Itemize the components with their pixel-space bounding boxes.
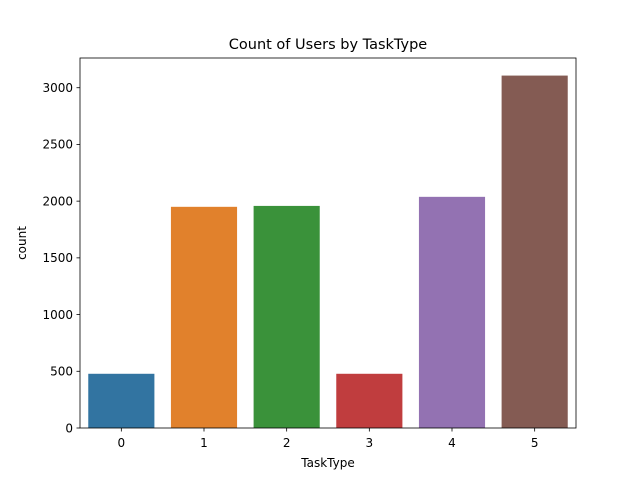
x-tick-label: 2: [283, 436, 291, 450]
x-tick-label: 1: [200, 436, 208, 450]
bar-tasktype-5: [501, 75, 568, 428]
y-axis-ticks: 0 500 1000 1500 2000 2500 3000: [42, 81, 80, 435]
bar-tasktype-0: [88, 373, 155, 428]
bar-tasktype-1: [170, 206, 238, 428]
y-tick-label: 1500: [42, 251, 73, 265]
y-axis-label: count: [15, 226, 29, 260]
bar-tasktype-2: [253, 205, 320, 428]
y-tick-label: 2500: [42, 138, 73, 152]
y-tick-label: 3000: [42, 81, 73, 95]
bar-tasktype-4: [418, 196, 486, 428]
x-tick-label: 4: [448, 436, 456, 450]
x-tick-label: 0: [118, 436, 126, 450]
chart-title: Count of Users by TaskType: [229, 37, 428, 53]
x-axis-ticks: 0 1 2 3 4 5: [118, 428, 539, 450]
axes-frame: [79, 57, 577, 429]
bar-tasktype-3: [336, 373, 403, 428]
y-tick-label: 1000: [42, 308, 73, 322]
bars-layer: [88, 75, 568, 428]
x-axis-label: TaskType: [300, 456, 354, 470]
x-tick-label: 3: [366, 436, 374, 450]
x-tick-label: 5: [531, 436, 539, 450]
y-tick-label: 500: [50, 365, 73, 379]
y-tick-label: 0: [65, 421, 73, 435]
y-tick-label: 2000: [42, 194, 73, 208]
